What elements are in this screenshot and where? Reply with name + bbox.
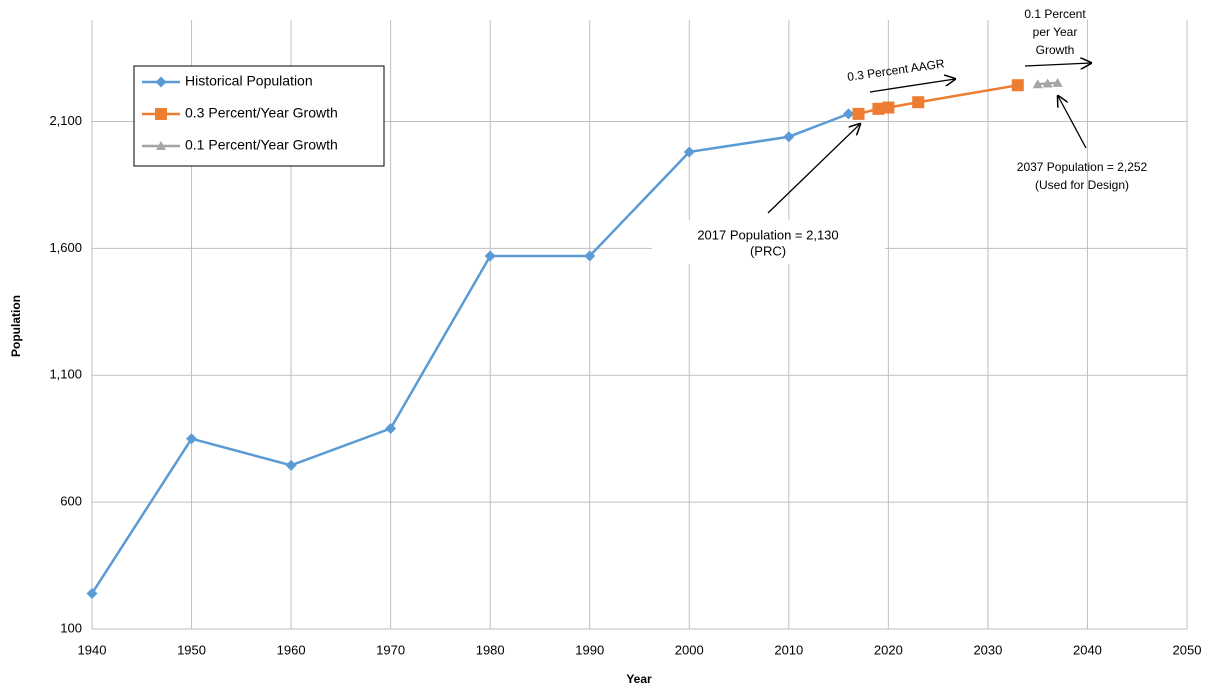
x-tick-label: 2050: [1173, 642, 1202, 657]
x-tick-label: 1950: [177, 642, 206, 657]
plot: [86, 77, 1063, 599]
marker-triangle: [1052, 77, 1063, 87]
marker-diamond: [86, 587, 98, 599]
marker-diamond: [783, 131, 795, 143]
annotation-arrow: [767, 124, 860, 214]
annotation-arrow: [869, 79, 955, 93]
x-tick-label: 2040: [1073, 642, 1102, 657]
x-tick-label: 1990: [575, 642, 604, 657]
marker-diamond: [285, 459, 297, 471]
x-tick-label: 2030: [973, 642, 1002, 657]
x-tick-label: 2000: [675, 642, 704, 657]
marker-diamond: [843, 108, 855, 120]
annotation-text: 2017 Population = 2,130: [697, 227, 838, 242]
marker-diamond: [186, 433, 198, 445]
legend-label: 0.1 Percent/Year Growth: [185, 137, 338, 153]
annotation-arrow: [1024, 63, 1091, 66]
grid: 1940 1950 1960 1970 1980 1990 2000 2010 2020 2030…: [49, 20, 1201, 657]
annotation-text: (PRC): [750, 243, 786, 258]
annotation-text: 2037 Population = 2,252: [1017, 160, 1148, 174]
marker-square: [872, 102, 885, 115]
annotation-text: 0.1 Percent: [1024, 7, 1086, 21]
marker-diamond: [484, 250, 496, 262]
marker-triangle: [1042, 78, 1053, 88]
marker-square: [912, 96, 925, 109]
annotation-text: (Used for Design): [1035, 178, 1129, 192]
marker-diamond: [385, 423, 397, 435]
marker-square: [852, 107, 865, 120]
series-line: [90, 112, 859, 595]
legend-label: 0.3 Percent/Year Growth: [185, 105, 338, 121]
x-axis-title: Year: [626, 672, 652, 686]
y-tick-label: 1,100: [49, 367, 82, 382]
y-tick-label: 1,600: [49, 240, 82, 255]
marker-square: [882, 101, 895, 114]
x-tick-label: 1980: [476, 642, 505, 657]
annotation-box: [652, 220, 885, 264]
legend-label: Historical Population: [185, 73, 313, 89]
marker-diamond: [584, 250, 596, 262]
y-tick-label: 100: [60, 620, 82, 635]
x-tick-label: 1940: [78, 642, 107, 657]
marker-triangle: [156, 141, 166, 150]
marker-diamond: [155, 76, 167, 88]
legend: Historical Population 0.3 Percent/Year Gr…: [133, 65, 385, 167]
y-tick-label: 2,100: [49, 113, 82, 128]
x-tick-label: 1960: [277, 642, 306, 657]
annotation-text: 0.3 Percent AAGR: [846, 56, 945, 84]
y-tick-label: 600: [60, 494, 82, 509]
annotation-text: per Year: [1033, 25, 1078, 39]
annotation-arrow: [1058, 96, 1087, 149]
x-tick-label: 2020: [874, 642, 903, 657]
marker-square: [155, 108, 167, 120]
x-tick-label: 2010: [774, 642, 803, 657]
y-axis-title: Population: [9, 295, 23, 357]
marker-triangle: [1032, 79, 1043, 89]
marker-diamond: [683, 146, 695, 158]
annotation-text: Growth: [1036, 43, 1075, 57]
x-tick-label: 1970: [376, 642, 405, 657]
marker-square: [1011, 79, 1024, 92]
